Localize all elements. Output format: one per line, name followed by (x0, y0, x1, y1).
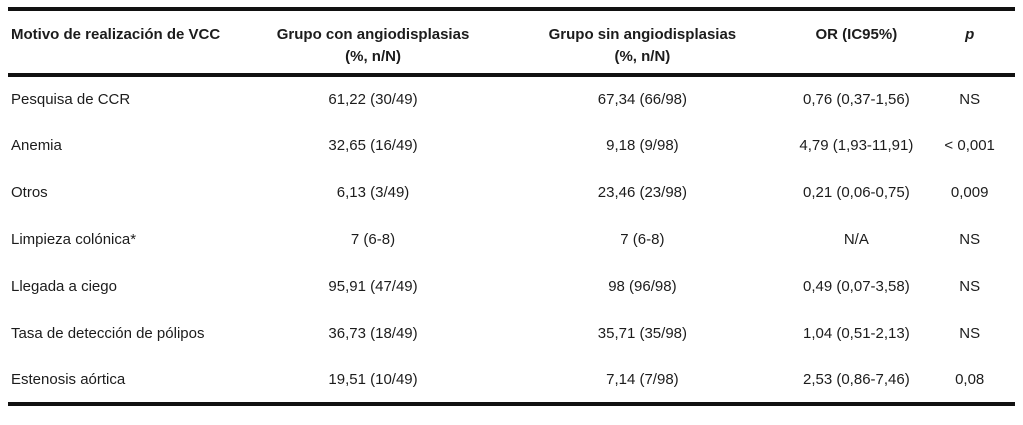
header-row: Motivo de realización de VCC Grupo con an… (8, 9, 1015, 77)
value-cell: N/A (843, 231, 869, 248)
value-cell: NS (959, 91, 981, 108)
value-cell: 0,08 (955, 371, 985, 388)
value-cell: 98 (96/98) (608, 278, 677, 295)
value-cell: 32,65 (16/49) (328, 137, 418, 154)
column-header-label: Grupo sin angiodisplasias (548, 26, 737, 43)
value-cell: 7,14 (7/98) (606, 371, 679, 388)
row-label-cell: Estenosis aórtica (11, 371, 126, 388)
column-header-5: p (924, 9, 1015, 77)
column-header-label: OR (IC95%) (815, 26, 898, 43)
value-cell: 2,53 (0,86-7,46) (802, 371, 910, 388)
table-row: Estenosis aórtica 19,51 (10/49) 7,14 (7/98… (8, 357, 1015, 404)
value-cell: 6,13 (3/49) (336, 184, 410, 201)
results-table: Motivo de realización de VCC Grupo con an… (8, 7, 1015, 406)
row-label-cell: Limpieza colónica* (11, 231, 137, 248)
table-row: Pesquisa de CCR 61,22 (30/49) 67,34 (66/98… (8, 75, 1015, 122)
row-label-cell: Llegada a ciego (11, 278, 117, 295)
value-cell: < 0,001 (944, 137, 995, 154)
value-cell: 67,34 (66/98) (597, 91, 687, 108)
table-row: Tasa de detección de pólipos 36,73 (18/49… (8, 310, 1015, 357)
value-cell: 1,04 (0,51-2,13) (802, 325, 910, 342)
value-cell: NS (959, 325, 981, 342)
value-cell: NS (959, 231, 981, 248)
value-cell: 0,009 (950, 184, 989, 201)
value-cell: 35,71 (35/98) (597, 325, 687, 342)
value-cell: 95,91 (47/49) (328, 278, 418, 295)
column-header-subline: (%, n/N) (614, 47, 671, 65)
row-label-cell: Anemia (11, 137, 62, 154)
column-header-subline: (%, n/N) (345, 47, 401, 65)
value-cell: 23,46 (23/98) (597, 184, 687, 201)
results-table-container: Motivo de realización de VCC Grupo con an… (8, 7, 1015, 406)
row-label-cell: Otros (11, 184, 48, 201)
value-cell: NS (959, 278, 981, 295)
table-row: Anemia 32,65 (16/49) 9,18 (9/98) 4,79 (1,93… (8, 122, 1015, 169)
table-row: Otros 6,13 (3/49) 23,46 (23/98) 0,21 (0,06-… (8, 169, 1015, 216)
value-cell: 19,51 (10/49) (328, 371, 418, 388)
table-header: Motivo de realización de VCC Grupo con an… (8, 9, 1015, 77)
row-label-cell: Pesquisa de CCR (11, 91, 131, 108)
row-label-cell: Tasa de detección de pólipos (11, 325, 205, 342)
value-cell: 36,73 (18/49) (328, 325, 418, 342)
column-header-4: OR (IC95%) (788, 9, 925, 77)
column-header-1: Motivo de realización de VCC (8, 9, 250, 77)
value-cell: 0,21 (0,06-0,75) (802, 184, 910, 201)
table-row: Limpieza colónica* 7 (6-8) 7 (6-8) N/A NS (8, 216, 1015, 263)
value-cell: 7 (6-8) (620, 231, 665, 248)
value-cell: 61,22 (30/49) (328, 91, 418, 108)
column-header-2: Grupo con angiodisplasias (%, n/N) (249, 9, 497, 77)
column-header-label: Grupo con angiodisplasias (276, 26, 470, 43)
value-cell: 0,76 (0,37-1,56) (802, 91, 910, 108)
table-row: Llegada a ciego 95,91 (47/49) 98 (96/98) 0,… (8, 263, 1015, 310)
column-header-label: p (965, 26, 975, 43)
value-cell: 4,79 (1,93-11,91) (799, 137, 914, 154)
table-body: Pesquisa de CCR 61,22 (30/49) 67,34 (66/98… (8, 75, 1015, 404)
value-cell: 7 (6-8) (350, 231, 396, 248)
column-header-3: Grupo sin angiodisplasias (%, n/N) (496, 9, 789, 77)
column-header-label: Motivo de realización de VCC (11, 26, 221, 43)
value-cell: 0,49 (0,07-3,58) (802, 278, 910, 295)
value-cell: 9,18 (9/98) (606, 137, 679, 154)
